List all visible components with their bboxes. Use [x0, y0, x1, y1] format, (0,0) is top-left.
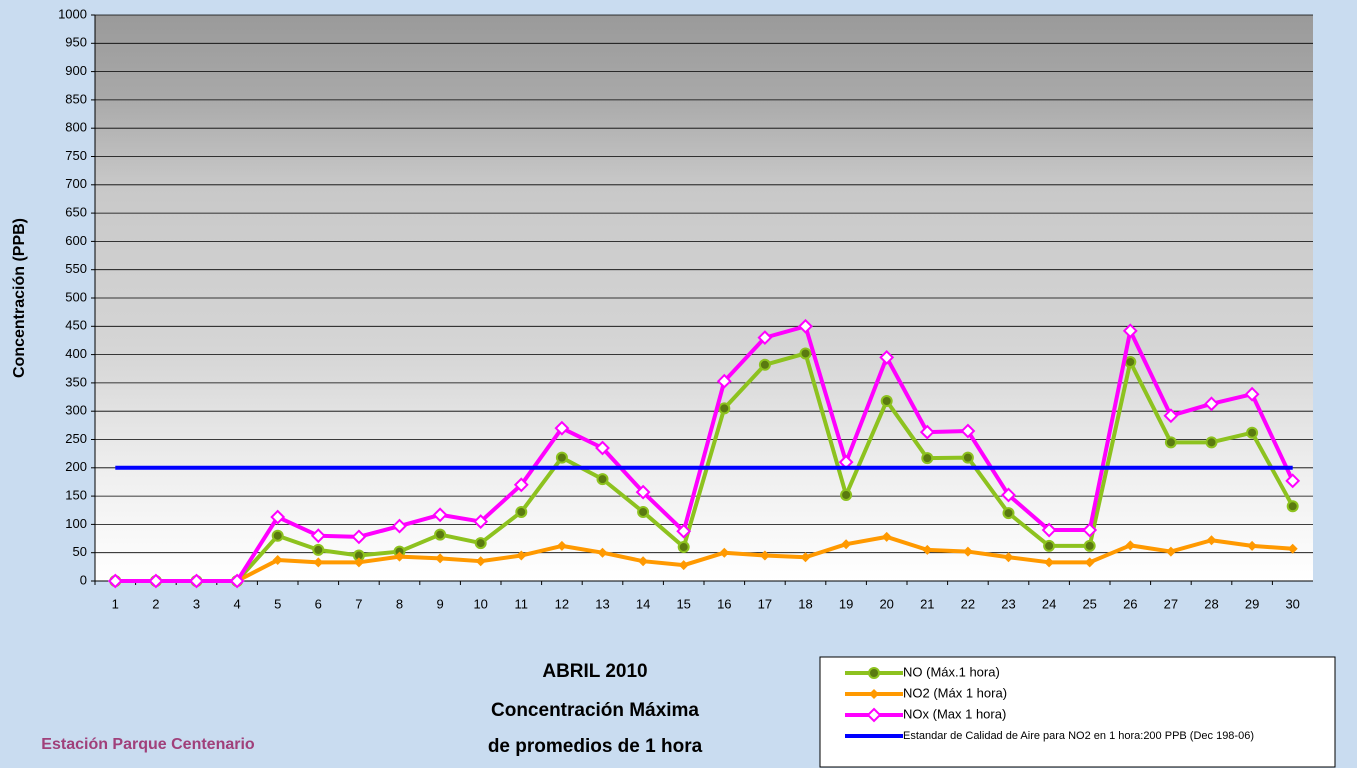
marker: [760, 360, 770, 370]
marker: [435, 530, 445, 540]
x-tick-label: 4: [233, 596, 240, 611]
x-tick-label: 7: [355, 596, 362, 611]
x-tick-label: 5: [274, 596, 281, 611]
x-tick-label: 12: [555, 596, 569, 611]
y-tick-label: 400: [65, 346, 87, 361]
y-tick-label: 200: [65, 459, 87, 474]
marker: [1125, 357, 1135, 367]
marker: [1085, 541, 1095, 551]
marker: [557, 453, 567, 463]
y-axis-label: Concentración (PPB): [11, 218, 28, 378]
x-tick-label: 17: [758, 596, 772, 611]
x-tick-label: 21: [920, 596, 934, 611]
x-tick-label: 29: [1245, 596, 1259, 611]
x-tick-label: 11: [515, 596, 529, 611]
y-tick-label: 100: [65, 516, 87, 531]
x-tick-label: 13: [595, 596, 609, 611]
y-tick-label: 950: [65, 35, 87, 50]
x-tick-label: 6: [315, 596, 322, 611]
x-tick-label: 10: [473, 596, 487, 611]
y-tick-label: 900: [65, 63, 87, 78]
marker: [1044, 541, 1054, 551]
x-tick-label: 25: [1082, 596, 1096, 611]
y-tick-label: 1000: [58, 6, 87, 21]
x-tick-label: 2: [152, 596, 159, 611]
y-tick-label: 850: [65, 91, 87, 106]
marker: [801, 348, 811, 358]
x-tick-label: 18: [798, 596, 812, 611]
chart: Concentración (PPB) ABRIL 2010 Concentra…: [0, 0, 1357, 768]
y-tick-label: 150: [65, 488, 87, 503]
marker: [1207, 437, 1217, 447]
marker: [882, 396, 892, 406]
marker: [313, 545, 323, 555]
x-tick-label: 27: [1164, 596, 1178, 611]
y-tick-label: 750: [65, 148, 87, 163]
y-tick-label: 700: [65, 176, 87, 191]
y-tick-label: 550: [65, 261, 87, 276]
y-tick-label: 450: [65, 318, 87, 333]
y-tick-label: 600: [65, 233, 87, 248]
marker: [719, 403, 729, 413]
title: ABRIL 2010: [542, 661, 647, 682]
y-tick-label: 350: [65, 374, 87, 389]
x-tick-label: 15: [676, 596, 690, 611]
y-tick-label: 250: [65, 431, 87, 446]
marker: [598, 474, 608, 484]
y-tick-label: 0: [80, 572, 87, 587]
x-tick-label: 24: [1042, 596, 1056, 611]
x-tick-label: 16: [717, 596, 731, 611]
y-tick-label: 300: [65, 403, 87, 418]
marker: [869, 668, 879, 678]
marker: [638, 507, 648, 517]
x-tick-label: 23: [1001, 596, 1015, 611]
legend-label: NO (Máx.1 hora): [903, 664, 1000, 679]
x-tick-label: 20: [879, 596, 893, 611]
marker: [841, 490, 851, 500]
marker: [273, 531, 283, 541]
marker: [1004, 508, 1014, 518]
marker: [1288, 501, 1298, 511]
marker: [963, 453, 973, 463]
marker: [679, 542, 689, 552]
marker: [922, 453, 932, 463]
x-tick-label: 1: [112, 596, 119, 611]
x-tick-label: 8: [396, 596, 403, 611]
y-tick-label: 800: [65, 120, 87, 135]
y-tick-label: 650: [65, 205, 87, 220]
x-tick-label: 3: [193, 596, 200, 611]
x-tick-label: 9: [436, 596, 443, 611]
x-tick-label: 22: [961, 596, 975, 611]
x-tick-label: 28: [1204, 596, 1218, 611]
legend-label: Estandar de Calidad de Aire para NO2 en …: [903, 730, 1254, 742]
y-tick-label: 500: [65, 289, 87, 304]
x-tick-label: 30: [1285, 596, 1299, 611]
x-tick-label: 14: [636, 596, 650, 611]
x-tick-label: 26: [1123, 596, 1137, 611]
title: de promedios de 1 hora: [488, 736, 703, 757]
marker: [1247, 428, 1257, 438]
y-tick-label: 50: [73, 544, 87, 559]
station-label: Estación Parque Centenario: [41, 736, 255, 753]
title: Concentración Máxima: [491, 700, 699, 721]
marker: [476, 538, 486, 548]
marker: [1166, 437, 1176, 447]
legend-label: NO2 (Máx 1 hora): [903, 685, 1007, 700]
x-tick-label: 19: [839, 596, 853, 611]
legend-label: NOx (Max 1 hora): [903, 706, 1006, 721]
marker: [516, 507, 526, 517]
